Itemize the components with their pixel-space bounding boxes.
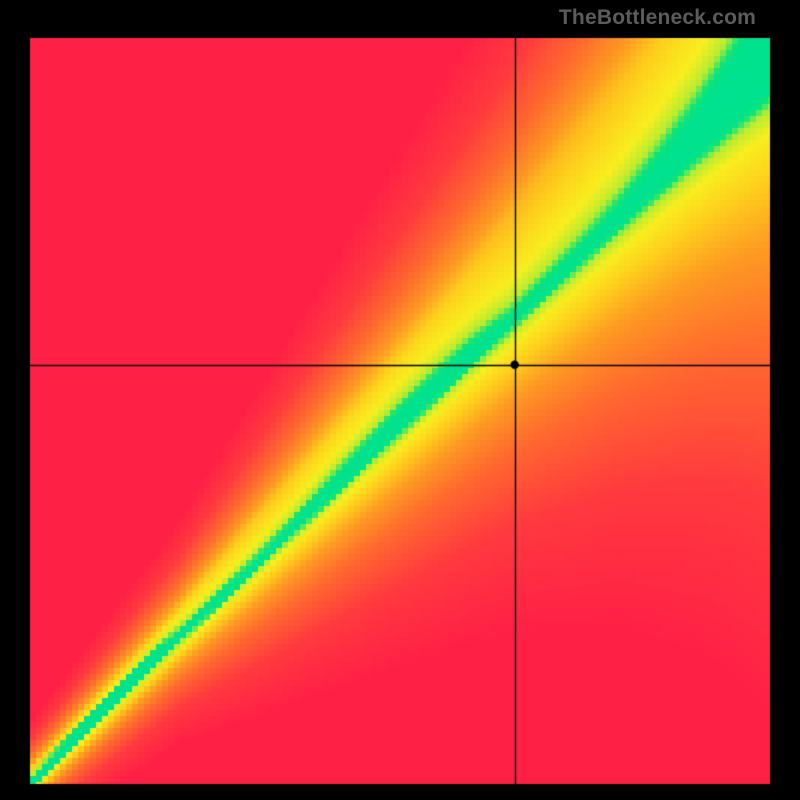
heatmap-canvas — [0, 0, 800, 800]
chart-container: TheBottleneck.com — [0, 0, 800, 800]
watermark-text: TheBottleneck.com — [559, 6, 756, 30]
